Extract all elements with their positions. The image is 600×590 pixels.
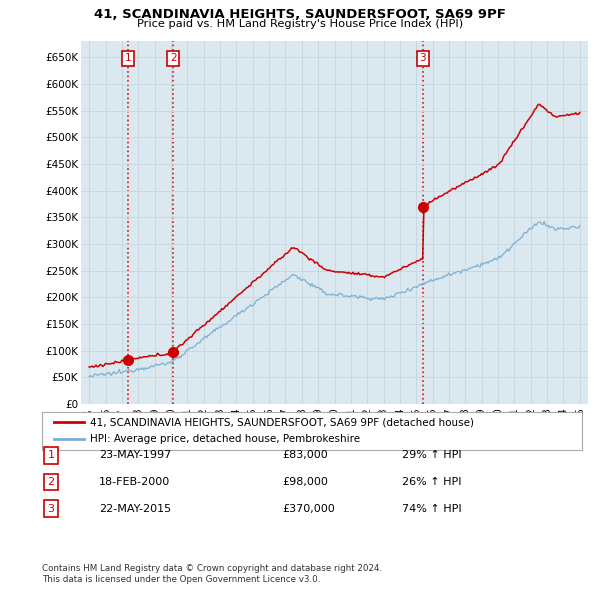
- Text: 41, SCANDINAVIA HEIGHTS, SAUNDERSFOOT, SA69 9PF: 41, SCANDINAVIA HEIGHTS, SAUNDERSFOOT, S…: [94, 8, 506, 21]
- Text: 3: 3: [419, 53, 426, 63]
- Text: 22-MAY-2015: 22-MAY-2015: [99, 504, 171, 513]
- Text: £83,000: £83,000: [282, 451, 328, 460]
- Text: 1: 1: [125, 53, 131, 63]
- Text: 2: 2: [170, 53, 176, 63]
- Text: £370,000: £370,000: [282, 504, 335, 513]
- Text: 2: 2: [47, 477, 55, 487]
- Text: Price paid vs. HM Land Registry's House Price Index (HPI): Price paid vs. HM Land Registry's House …: [137, 19, 463, 30]
- Text: This data is licensed under the Open Government Licence v3.0.: This data is licensed under the Open Gov…: [42, 575, 320, 584]
- Text: 18-FEB-2000: 18-FEB-2000: [99, 477, 170, 487]
- Text: 3: 3: [47, 504, 55, 513]
- Text: 41, SCANDINAVIA HEIGHTS, SAUNDERSFOOT, SA69 9PF (detached house): 41, SCANDINAVIA HEIGHTS, SAUNDERSFOOT, S…: [90, 417, 474, 427]
- Text: 23-MAY-1997: 23-MAY-1997: [99, 451, 171, 460]
- Text: 74% ↑ HPI: 74% ↑ HPI: [402, 504, 461, 513]
- Text: Contains HM Land Registry data © Crown copyright and database right 2024.: Contains HM Land Registry data © Crown c…: [42, 565, 382, 573]
- Text: 1: 1: [47, 451, 55, 460]
- Text: 29% ↑ HPI: 29% ↑ HPI: [402, 451, 461, 460]
- Text: HPI: Average price, detached house, Pembrokeshire: HPI: Average price, detached house, Pemb…: [90, 434, 360, 444]
- Text: £98,000: £98,000: [282, 477, 328, 487]
- Text: 26% ↑ HPI: 26% ↑ HPI: [402, 477, 461, 487]
